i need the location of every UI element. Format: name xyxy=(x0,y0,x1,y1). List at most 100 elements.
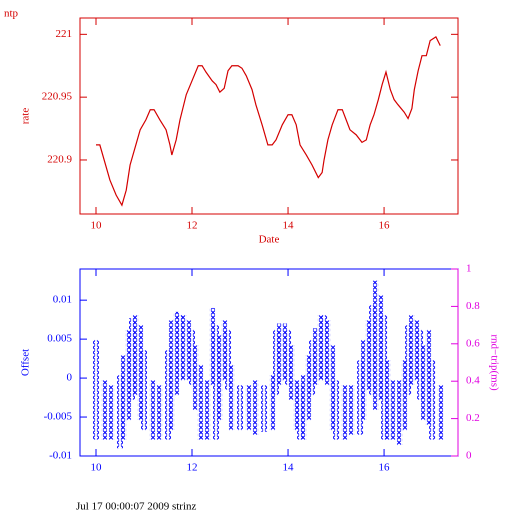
offset-range xyxy=(132,314,139,396)
y-tick-label: 0.005 xyxy=(47,333,72,345)
offset-range xyxy=(221,320,228,381)
offset-range xyxy=(309,339,316,396)
y2-tick-label: 0.6 xyxy=(466,337,480,349)
offset-range xyxy=(312,328,319,386)
y-tick-label: -0.01 xyxy=(49,450,72,462)
offset-range xyxy=(417,329,424,400)
offset-range xyxy=(384,360,391,440)
offset-range xyxy=(125,329,132,421)
offset-range xyxy=(321,314,328,381)
y-tick-label: 0.01 xyxy=(53,294,72,306)
y2-tick-label: 0.4 xyxy=(466,375,480,387)
y-tick-label: 220.9 xyxy=(47,154,72,166)
offset-range xyxy=(365,320,372,390)
offset-range xyxy=(413,320,420,381)
offset-range xyxy=(389,380,396,440)
y2-axis-label: rnd−trip(ms) xyxy=(488,334,500,391)
offset-range xyxy=(180,314,187,381)
offset-range xyxy=(245,385,252,431)
y2-tick-label: 0 xyxy=(466,450,472,462)
offset-range xyxy=(276,323,283,386)
offset-range xyxy=(333,380,340,440)
data-line xyxy=(95,35,441,207)
offset-range xyxy=(185,320,192,381)
offset-range xyxy=(357,360,364,435)
footer: Jul 17 00:00:07 2009 strinz xyxy=(76,501,197,512)
offset-range xyxy=(381,314,388,440)
offset-range xyxy=(285,329,292,386)
y-tick-label: -0.005 xyxy=(44,411,73,423)
x-axis-label: Date xyxy=(259,234,280,246)
y2-tick-label: 0.2 xyxy=(466,412,480,424)
offset-range xyxy=(168,320,175,431)
y-axis-label: rate xyxy=(20,108,32,125)
x-tick-label: 10 xyxy=(90,462,102,474)
offset-range xyxy=(141,350,148,431)
offset-range xyxy=(149,380,156,440)
offset-range xyxy=(425,329,432,425)
x-tick-label: 12 xyxy=(187,462,198,474)
y2-tick-label: 0.8 xyxy=(466,300,480,312)
offset-range xyxy=(341,385,348,440)
offset-range xyxy=(377,295,384,400)
chart-title: ntp xyxy=(4,8,19,20)
offset-range xyxy=(204,380,211,440)
x-tick-label: 16 xyxy=(379,462,391,474)
offset-range xyxy=(209,307,216,386)
offset-range xyxy=(396,380,403,446)
offset-range xyxy=(252,380,259,435)
offset-range xyxy=(273,329,280,396)
offset-range xyxy=(372,280,379,411)
offset-range xyxy=(360,339,367,421)
x-tick-label: 12 xyxy=(187,220,198,232)
offset-range xyxy=(237,385,244,431)
offset-range xyxy=(216,335,223,421)
offset-range xyxy=(165,350,172,440)
offset-range xyxy=(300,374,307,440)
offset-range xyxy=(405,325,412,396)
offset-range xyxy=(269,374,276,431)
offset-range xyxy=(281,323,288,381)
offset-range xyxy=(297,385,304,440)
offset-range xyxy=(101,380,108,440)
offset-range xyxy=(173,311,180,396)
offset-range xyxy=(420,345,427,421)
offset-range xyxy=(293,380,300,431)
offset-range xyxy=(225,329,232,390)
offset-range xyxy=(401,360,408,431)
offset-range xyxy=(329,345,336,431)
offset-range xyxy=(324,320,331,386)
offset-range xyxy=(156,385,163,440)
offset-range xyxy=(128,318,135,400)
offset-range xyxy=(108,385,115,440)
offset-range xyxy=(261,385,268,432)
offset-range xyxy=(116,374,123,449)
y-tick-label: 220.95 xyxy=(42,91,73,103)
x-tick-label: 14 xyxy=(283,462,295,474)
offset-range xyxy=(288,345,295,400)
offset-range xyxy=(213,325,220,440)
offset-range xyxy=(189,329,196,386)
y-tick-label: 221 xyxy=(56,28,73,40)
offset-range xyxy=(228,364,235,431)
x-tick-label: 10 xyxy=(90,220,102,232)
offset-range xyxy=(369,304,376,396)
offset-range xyxy=(317,314,324,381)
offset-range xyxy=(92,339,99,440)
offset-range xyxy=(437,385,444,440)
y-axis-label: Offset xyxy=(20,349,32,376)
y2-tick-label: 1 xyxy=(466,263,472,275)
x-tick-label: 14 xyxy=(283,220,295,232)
offset-range xyxy=(120,355,127,440)
offset-range xyxy=(429,360,436,440)
offset-range xyxy=(197,364,204,440)
offset-range xyxy=(137,325,144,421)
x-tick-label: 16 xyxy=(379,220,391,232)
offset-range xyxy=(177,314,184,381)
offset-range xyxy=(348,385,355,435)
y-tick-label: 0 xyxy=(67,372,73,384)
offset-range xyxy=(408,314,415,386)
plot-frame xyxy=(79,17,459,215)
offset-range xyxy=(192,345,199,411)
